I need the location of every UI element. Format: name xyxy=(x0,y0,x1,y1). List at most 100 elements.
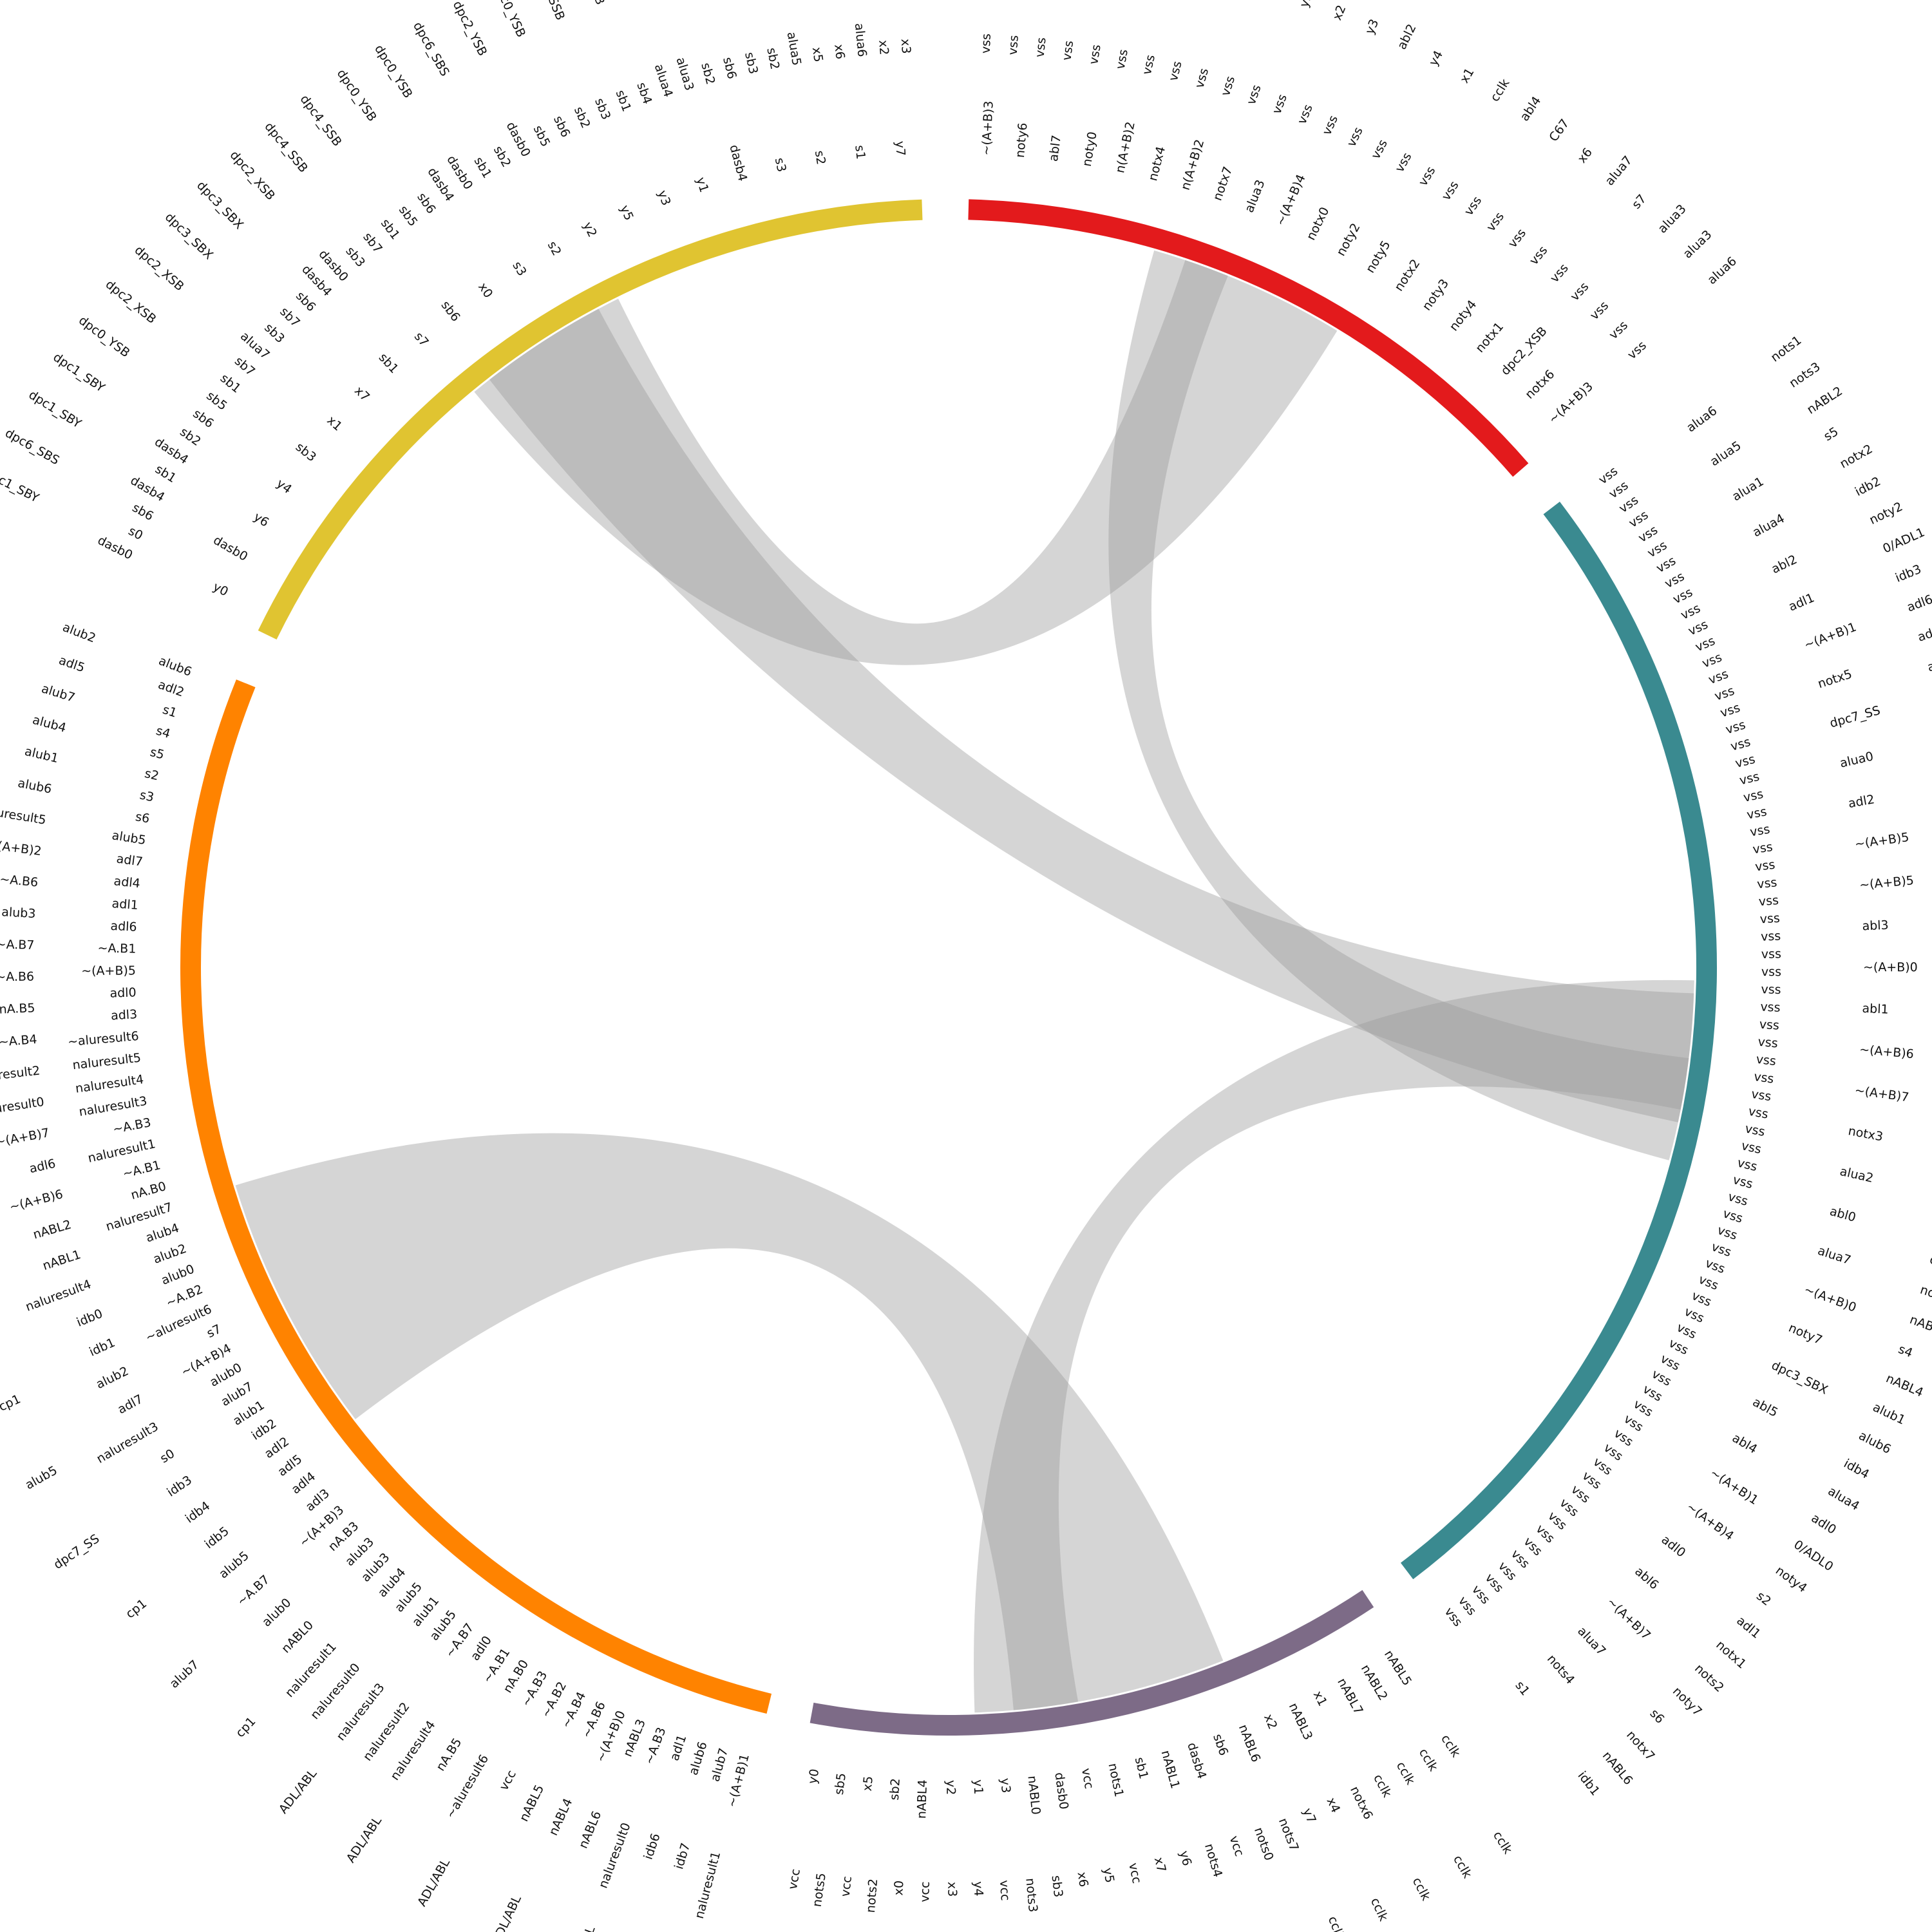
node-label: nABL5 xyxy=(1381,1647,1414,1688)
node-label: noty4 xyxy=(1446,298,1479,334)
node-label: ~(A+B)3 xyxy=(980,100,996,156)
node-label: naluresult2 xyxy=(0,1063,41,1085)
node-label: ~A.B6 xyxy=(0,970,34,985)
node-label: vss xyxy=(1693,634,1717,654)
node-label: idb3 xyxy=(1893,562,1924,585)
node-label: nots4 xyxy=(1544,1652,1577,1687)
node-label: notx6 xyxy=(1522,367,1557,402)
node-label: vss xyxy=(1344,125,1365,149)
node-label: adl3 xyxy=(303,1486,332,1514)
node-label: noty2 xyxy=(1867,500,1905,528)
node-label: nABL3 xyxy=(621,1718,649,1759)
node-label: vss xyxy=(1700,650,1724,671)
node-label: vss xyxy=(1754,858,1776,875)
node-label: sb2 xyxy=(177,424,204,449)
node-label: cclk xyxy=(1450,1853,1475,1880)
node-label: alub0 xyxy=(159,1262,196,1287)
node-label: sb3 xyxy=(742,51,761,75)
node-label: sb1 xyxy=(1132,1756,1151,1780)
node-label: vss xyxy=(1756,1052,1777,1068)
node-label: ~A.B7 xyxy=(0,937,35,952)
node-label: sb6 xyxy=(1210,1732,1231,1757)
node-label: sb2 xyxy=(698,61,717,86)
node-label: s2 xyxy=(812,149,828,166)
node-label: x2 xyxy=(1330,3,1349,23)
node-label: sb6 xyxy=(551,114,573,140)
node-label: ~(A+B)5 xyxy=(1859,873,1914,892)
node-label: adl6 xyxy=(28,1157,57,1176)
node-label: idb5 xyxy=(202,1524,232,1551)
node-label: vss xyxy=(1368,137,1390,162)
node-label: cclk xyxy=(1928,1253,1932,1273)
node-label: alub4 xyxy=(31,713,68,735)
node-label: dpc4_SSB xyxy=(261,120,310,175)
node-label: notx7 xyxy=(1624,1728,1658,1763)
node-label: dpc7_SS xyxy=(51,1531,102,1572)
node-label: notx7 xyxy=(1211,165,1236,203)
node-label: x3 xyxy=(945,1882,959,1897)
node-label: alub5 xyxy=(216,1549,252,1582)
node-label: x6 xyxy=(1575,146,1595,166)
node-label: cclk xyxy=(1394,1759,1417,1787)
node-label: sb6 xyxy=(293,289,318,314)
node-label: vss xyxy=(1740,1139,1763,1157)
node-label: naluresult5 xyxy=(0,802,47,828)
node-label: adl2 xyxy=(1847,792,1875,811)
node-label: sb3 xyxy=(343,244,368,270)
node-label: abl1 xyxy=(1862,1001,1889,1017)
node-label: vss xyxy=(1742,787,1765,805)
node-label: sb6 xyxy=(190,406,216,431)
node-label: alua4 xyxy=(1826,1484,1862,1513)
node-label: sb5 xyxy=(396,203,421,229)
node-label: ~(A+B)7 xyxy=(0,1126,50,1150)
node-label: cclk xyxy=(1282,1931,1303,1932)
node-label: y0 xyxy=(806,1768,822,1785)
node-label: vss xyxy=(1729,735,1752,754)
node-label: ~A.B4 xyxy=(0,1032,37,1050)
node-label: alub6 xyxy=(1857,1428,1893,1457)
node-label: y4 xyxy=(1426,48,1446,68)
node-label: ADL/ABL xyxy=(276,1766,320,1817)
node-label: vss xyxy=(1750,1087,1772,1104)
node-label: notx2 xyxy=(1392,257,1423,294)
node-label: vss xyxy=(1218,75,1238,98)
node-label: alub6 xyxy=(156,654,193,679)
node-label: noty4 xyxy=(1773,1564,1810,1596)
node-label: alub0 xyxy=(260,1596,294,1630)
node-label: x7 xyxy=(352,384,372,404)
node-label: cclk xyxy=(1368,1896,1390,1924)
node-label: s2 xyxy=(143,766,160,784)
node-label: vss xyxy=(1392,150,1414,175)
node-label: idb7 xyxy=(672,1841,693,1871)
node-label: y2 xyxy=(943,1780,958,1795)
node-label: vss xyxy=(1749,822,1771,840)
node-label: adl1 xyxy=(1734,1614,1763,1642)
node-label: sb6 xyxy=(130,500,156,524)
node-label: s3 xyxy=(509,259,529,278)
node-label: alua6 xyxy=(852,23,869,58)
node-label: sb3 xyxy=(261,321,287,346)
node-label: vss xyxy=(1710,1240,1734,1260)
node-label: dasb4 xyxy=(1184,1741,1209,1781)
node-label: alua4 xyxy=(652,62,676,99)
node-label: dpc2_XSB xyxy=(103,277,159,327)
arcs xyxy=(180,199,1717,1736)
node-label: n(A+B)2 xyxy=(0,838,43,858)
node-label: s5 xyxy=(1821,424,1841,444)
segment-arc xyxy=(968,199,1529,477)
node-label: ADL/ABL xyxy=(344,1814,385,1865)
node-label: vss xyxy=(1527,243,1551,268)
node-label: y4 xyxy=(971,1881,986,1897)
node-label: nABL4 xyxy=(1884,1371,1925,1400)
node-label: vss xyxy=(1721,1206,1745,1226)
node-label: vss xyxy=(1761,965,1781,979)
node-label: nABL2 xyxy=(32,1217,73,1242)
node-label: vss xyxy=(1758,893,1779,909)
node-label: nABL6 xyxy=(1600,1748,1636,1788)
node-label: y6 xyxy=(251,509,272,529)
node-label: s6 xyxy=(135,810,151,826)
node-label: x1 xyxy=(1311,1689,1330,1709)
node-label: idb3 xyxy=(164,1473,194,1499)
node-label: nABL3 xyxy=(1286,1701,1316,1742)
